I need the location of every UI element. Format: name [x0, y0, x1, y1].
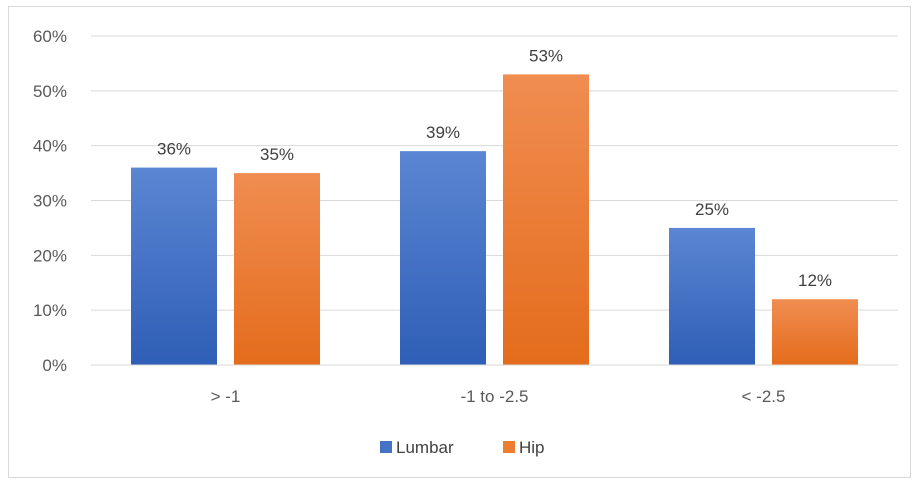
bar-lumbar-0: [131, 167, 217, 365]
data-label: 36%: [157, 140, 191, 159]
y-axis-tick-labels: 0% 10% 20% 30% 40% 50% 60%: [33, 27, 67, 375]
y-tick-label: 30%: [33, 192, 67, 211]
y-tick-label: 20%: [33, 246, 67, 265]
bar-hip-0: [234, 173, 320, 365]
y-tick-label: 40%: [33, 137, 67, 156]
bar-hip-2: [772, 299, 858, 365]
bar-hip-1: [503, 74, 589, 365]
x-tick-label: < -2.5: [742, 387, 786, 406]
x-tick-label: > -1: [211, 387, 241, 406]
legend-swatch-lumbar: [380, 441, 392, 453]
legend: Lumbar Hip: [380, 438, 545, 457]
bars: [131, 74, 858, 365]
legend-label-lumbar: Lumbar: [396, 438, 454, 457]
legend-label-hip: Hip: [519, 438, 545, 457]
data-label: 39%: [426, 123, 460, 142]
y-tick-label: 50%: [33, 82, 67, 101]
bar-lumbar-1: [400, 151, 486, 365]
data-label: 25%: [695, 200, 729, 219]
y-tick-label: 60%: [33, 27, 67, 46]
data-label: 12%: [798, 271, 832, 290]
gridlines: [91, 35, 898, 311]
data-labels: 36% 35% 39% 53% 25% 12%: [157, 46, 832, 290]
data-label: 35%: [260, 145, 294, 164]
legend-swatch-hip: [503, 441, 515, 453]
x-tick-label: -1 to -2.5: [460, 387, 528, 406]
bar-lumbar-2: [669, 227, 755, 365]
data-label: 53%: [529, 46, 563, 65]
x-axis-tick-labels: > -1 -1 to -2.5 < -2.5: [211, 387, 786, 406]
y-tick-label: 0%: [42, 356, 67, 375]
y-tick-label: 10%: [33, 301, 67, 320]
